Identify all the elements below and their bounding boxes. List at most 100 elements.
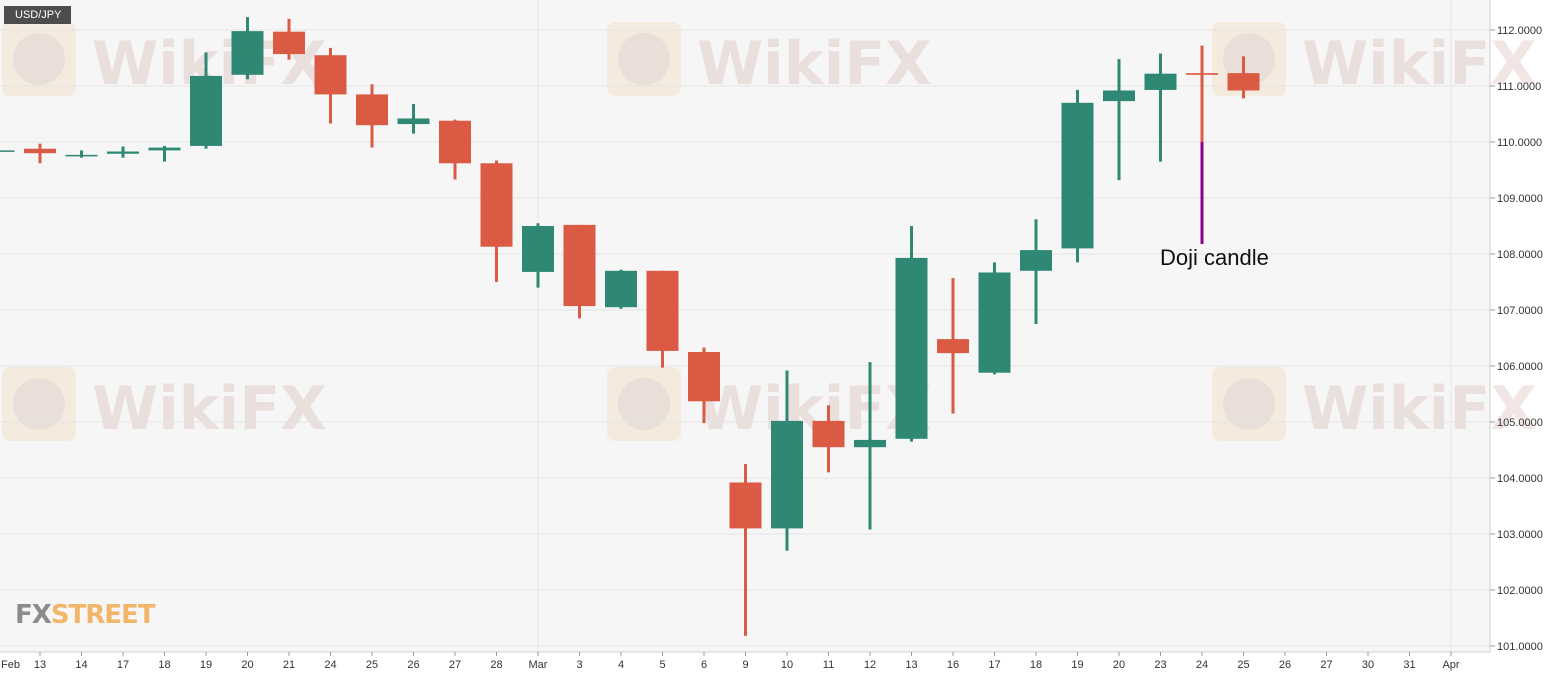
doji-annotation-label: Doji candle: [1160, 245, 1269, 270]
watermark-text: WikiFX: [697, 29, 931, 99]
candle: [978, 262, 1011, 375]
candle: [729, 464, 762, 636]
candle: [1144, 53, 1177, 162]
candle-body: [688, 352, 720, 402]
x-tick-label: 23: [1154, 659, 1166, 671]
candle-body: [895, 257, 928, 439]
x-tick-label: Apr: [1442, 659, 1459, 671]
candle-body: [771, 420, 803, 529]
watermark-logo: [607, 22, 681, 96]
y-tick-label: 111.0000: [1497, 81, 1541, 93]
x-tick-label: 10: [781, 659, 793, 671]
candle: [397, 103, 430, 134]
candle-body: [646, 270, 679, 351]
candle: [65, 150, 98, 158]
candle: [937, 278, 969, 414]
watermark-logo-mark: [1223, 33, 1275, 85]
annotation-layer: Doji candle: [1160, 142, 1269, 270]
candle: [1020, 219, 1052, 324]
x-tick-label: 26: [407, 659, 419, 671]
y-tick-label: 108.0000: [1497, 249, 1543, 261]
x-tick-label: 25: [1237, 659, 1249, 671]
candle-body: [231, 31, 264, 75]
y-tick-label: 105.0000: [1497, 417, 1543, 429]
brand-suffix: STREET: [50, 600, 156, 630]
x-tick-label: 13: [905, 659, 917, 671]
candle-body: [1186, 73, 1218, 75]
candle-body: [107, 151, 139, 154]
candle: [854, 362, 886, 530]
x-tick-label: 19: [1071, 659, 1083, 671]
candle: [439, 119, 471, 180]
x-tick-label: 18: [158, 659, 170, 671]
candle-body: [563, 224, 596, 307]
watermark: WikiFX: [607, 22, 931, 99]
candle: [688, 347, 720, 424]
x-tick-label: 3: [576, 659, 582, 671]
watermark: WikiFX: [2, 367, 326, 444]
x-tick-label: 31: [1403, 659, 1415, 671]
x-tick-label: 5: [659, 659, 665, 671]
candle-body: [397, 118, 430, 125]
candle: [356, 84, 388, 148]
candle: [646, 270, 679, 368]
axes: 112.0000 111.0000 110.0000 109.0000 108.0000…: [0, 0, 1543, 671]
candle-body: [729, 482, 762, 529]
y-tick-label: 112.0000: [1497, 25, 1542, 37]
x-tick-label: 11: [823, 659, 834, 671]
watermark-logo-mark: [13, 33, 65, 85]
candle: [895, 226, 928, 442]
watermark-logo-mark: [618, 33, 670, 85]
watermark: WikiFX: [607, 367, 931, 444]
candle: [190, 52, 222, 149]
candle: [24, 143, 56, 164]
x-tick-label: 12: [864, 659, 876, 671]
y-tick-label: 107.0000: [1497, 305, 1543, 317]
x-tick-label: 27: [1320, 659, 1332, 671]
candle: [231, 17, 264, 80]
candle-body: [148, 147, 181, 151]
x-tick-label: 16: [947, 659, 959, 671]
x-tick-label: 24: [1196, 659, 1208, 671]
candle: [1227, 56, 1260, 99]
candle: [771, 370, 803, 551]
candle-body: [937, 339, 969, 354]
y-tick-label: 103.0000: [1497, 529, 1543, 541]
y-tick-label: 104.0000: [1497, 473, 1543, 485]
watermark: WikiFX: [1212, 367, 1536, 444]
candle: [314, 47, 347, 124]
candle-body: [1144, 73, 1177, 90]
y-tick-label: 110.0000: [1497, 137, 1542, 149]
x-tick-label: 28: [490, 659, 502, 671]
candle-body: [854, 439, 886, 448]
x-tick-label: 24: [324, 659, 336, 671]
candle-body: [65, 154, 98, 157]
candle: [480, 160, 513, 282]
candle-body: [1103, 90, 1135, 102]
x-tick-label: Mar: [529, 659, 548, 671]
x-tick-label: 14: [75, 659, 87, 671]
x-tick-label: Feb: [1, 659, 20, 671]
candle-body: [1020, 250, 1052, 271]
candle-body: [812, 420, 845, 448]
x-tick-label: 20: [1113, 659, 1125, 671]
candle-body: [24, 148, 56, 154]
x-tick-label: 18: [1030, 659, 1042, 671]
watermark-logo-mark: [1223, 378, 1275, 430]
y-tick-label: 106.0000: [1497, 361, 1543, 373]
candle: [0, 150, 15, 152]
candle: [1061, 89, 1094, 263]
candle: [563, 224, 596, 319]
candle-body: [314, 55, 347, 95]
y-tick-label: 109.0000: [1497, 193, 1543, 205]
candle: [522, 223, 554, 288]
watermark-text: WikiFX: [1302, 374, 1536, 444]
candle-body: [522, 226, 554, 272]
x-tick-label: 6: [701, 659, 707, 671]
x-tick-label: 17: [117, 659, 129, 671]
watermark-logo-mark: [618, 378, 670, 430]
symbol-badge: USD/JPY: [4, 6, 72, 24]
watermark-logo: [2, 22, 76, 96]
